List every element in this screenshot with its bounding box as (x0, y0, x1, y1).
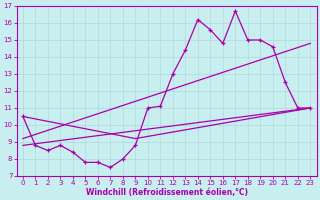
X-axis label: Windchill (Refroidissement éolien,°C): Windchill (Refroidissement éolien,°C) (85, 188, 248, 197)
